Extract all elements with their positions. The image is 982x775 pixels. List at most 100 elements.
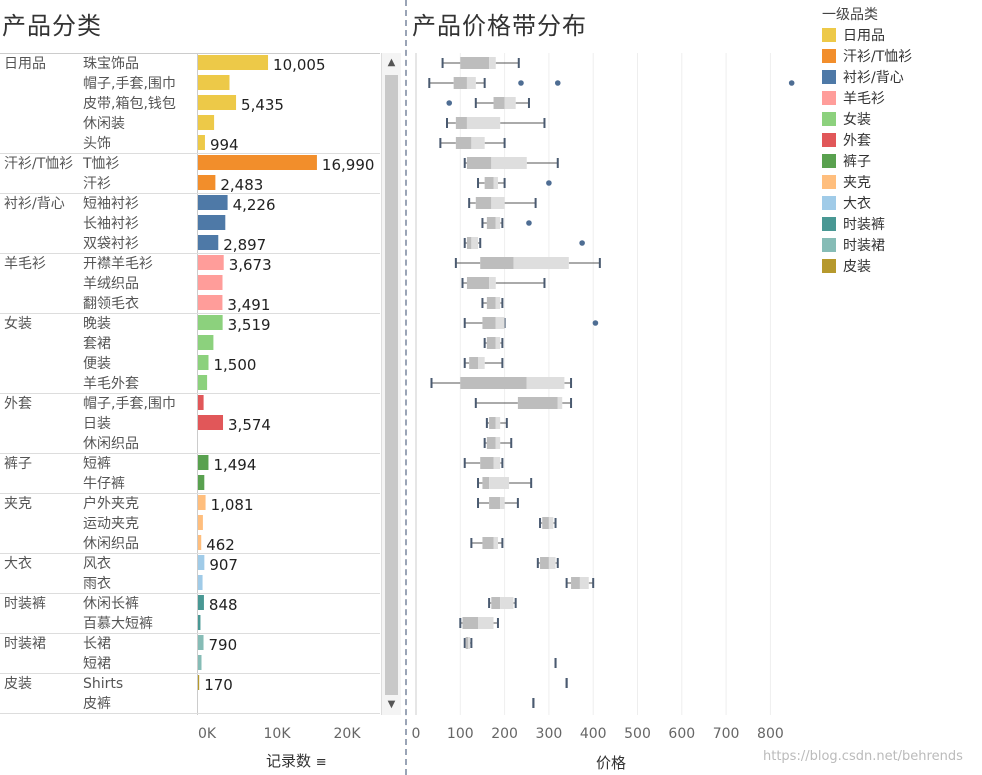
legend-label: 大衣	[843, 195, 871, 212]
bar	[198, 655, 202, 670]
legend-label: 衬衫/背心	[843, 69, 904, 86]
box-x-tick-label: 800	[757, 726, 784, 742]
bar	[198, 675, 200, 690]
bar	[198, 495, 206, 510]
box-x-tick-label: 100	[447, 726, 474, 742]
legend-item[interactable]: 羊毛衫	[822, 87, 912, 108]
box-lower-half	[486, 297, 496, 309]
bar	[198, 475, 205, 490]
row-label: 休闲织品	[83, 536, 139, 552]
box-x-tick-label: 300	[536, 726, 563, 742]
row-label: 开襟羊毛衫	[83, 256, 153, 272]
bar	[198, 515, 203, 530]
box-upper-half	[466, 77, 476, 89]
box-upper-half	[493, 457, 501, 469]
scrollbar[interactable]: ▲ ▼	[381, 53, 401, 715]
legend-item[interactable]: 女装	[822, 108, 912, 129]
row-label: T恤衫	[82, 156, 120, 172]
box-lower-half	[484, 177, 494, 189]
legend-title: 一级品类	[822, 7, 878, 23]
bar	[198, 315, 223, 330]
caret-down-icon[interactable]: ▼	[387, 699, 396, 710]
bar-value-label: 3,519	[228, 316, 271, 334]
box-lower-half	[482, 317, 496, 329]
outlier-point	[788, 80, 795, 86]
bar	[198, 115, 215, 130]
box-upper-half	[513, 257, 569, 269]
box-upper-half	[471, 137, 485, 149]
box-upper-half	[557, 397, 563, 409]
bar-value-label: 3,574	[228, 416, 271, 434]
legend-item[interactable]: 衬衫/背心	[822, 66, 912, 87]
watermark: https://blog.csdn.net/behrends	[763, 749, 963, 764]
bar-value-label: 1,500	[214, 356, 257, 374]
row-label: 羊绒织品	[83, 276, 139, 292]
legend-item[interactable]: 时装裤	[822, 213, 912, 234]
row-label: 头饰	[83, 136, 111, 152]
bar	[198, 155, 317, 170]
legend-label: 皮装	[843, 258, 871, 275]
legend-item[interactable]: 时装裙	[822, 234, 912, 255]
bar-x-axis-title-text: 记录数	[266, 752, 312, 770]
bar-value-label: 170	[204, 676, 233, 694]
row-label: 百慕大短裤	[83, 616, 153, 632]
box-lower-half	[482, 477, 490, 489]
bar	[198, 135, 205, 150]
legend-item[interactable]: 皮装	[822, 255, 912, 276]
panel-divider	[405, 0, 407, 775]
legend: 一级品类 日用品汗衫/T恤衫 衬衫/背心 羊毛衫 女装 外套裤子 夹克大衣时装裤 时装裙皮装	[822, 4, 912, 276]
legend-swatch	[822, 27, 836, 42]
box-lower-half	[480, 457, 494, 469]
legend-label: 汗衫/T恤衫	[843, 48, 913, 65]
legend-item[interactable]: 日用品	[822, 24, 912, 45]
box-lower-half	[466, 277, 490, 289]
legend-label: 时装裤	[843, 216, 885, 233]
bar	[198, 215, 226, 230]
row-label: 长裙	[83, 636, 111, 652]
bar	[198, 375, 208, 390]
box-upper-half	[495, 297, 501, 309]
box-lower-half	[480, 257, 514, 269]
bar-value-label: 5,435	[241, 96, 284, 114]
legend-item[interactable]: 汗衫/T恤衫	[822, 45, 912, 66]
bar	[198, 615, 201, 630]
box-upper-half	[495, 437, 501, 449]
row-label: Shirts	[83, 676, 123, 692]
bar-value-label: 3,673	[229, 256, 272, 274]
bar-value-label: 2,897	[223, 236, 266, 254]
bar-x-axis-title[interactable]: 记录数 ≡	[266, 750, 327, 771]
legend-item[interactable]: 裤子	[822, 150, 912, 171]
outlier-point	[592, 320, 599, 326]
sort-descending-icon[interactable]: ≡	[315, 755, 327, 770]
bar-x-tick-label: 10K	[264, 726, 292, 742]
legend-swatch	[822, 69, 836, 84]
bar	[198, 595, 204, 610]
box-lower-half	[493, 97, 505, 109]
legend-swatch	[822, 153, 836, 168]
legend-swatch	[822, 48, 836, 63]
legend-label: 裤子	[843, 153, 871, 170]
caret-up-icon[interactable]: ▲	[387, 57, 396, 68]
box-lower-half	[542, 517, 549, 529]
box-x-axis: 0 100 200 300 400 500 600 700 800	[412, 726, 784, 742]
legend-item[interactable]: 外套	[822, 129, 912, 150]
bar-x-tick-label: 20K	[334, 726, 362, 742]
box-upper-half	[495, 337, 501, 349]
legend-swatch	[822, 90, 836, 105]
group-label: 女装	[4, 315, 32, 332]
box-upper-half	[489, 57, 496, 69]
box-upper-half	[471, 237, 479, 249]
row-label: 皮裤	[83, 696, 111, 712]
group-label: 衬衫/背心	[4, 196, 65, 212]
bar-value-label: 10,005	[273, 56, 326, 74]
legend-item[interactable]: 大衣	[822, 192, 912, 213]
group-label: 时装裙	[4, 636, 46, 652]
row-label: 套裙	[83, 336, 111, 352]
bar	[198, 275, 223, 290]
scroll-thumb[interactable]	[385, 75, 398, 695]
legend-item[interactable]: 夹克	[822, 171, 912, 192]
bar-value-label: 1,494	[213, 456, 256, 474]
box-upper-half	[478, 617, 494, 629]
box-lower-half	[571, 577, 580, 589]
box-lower-half	[465, 637, 469, 649]
